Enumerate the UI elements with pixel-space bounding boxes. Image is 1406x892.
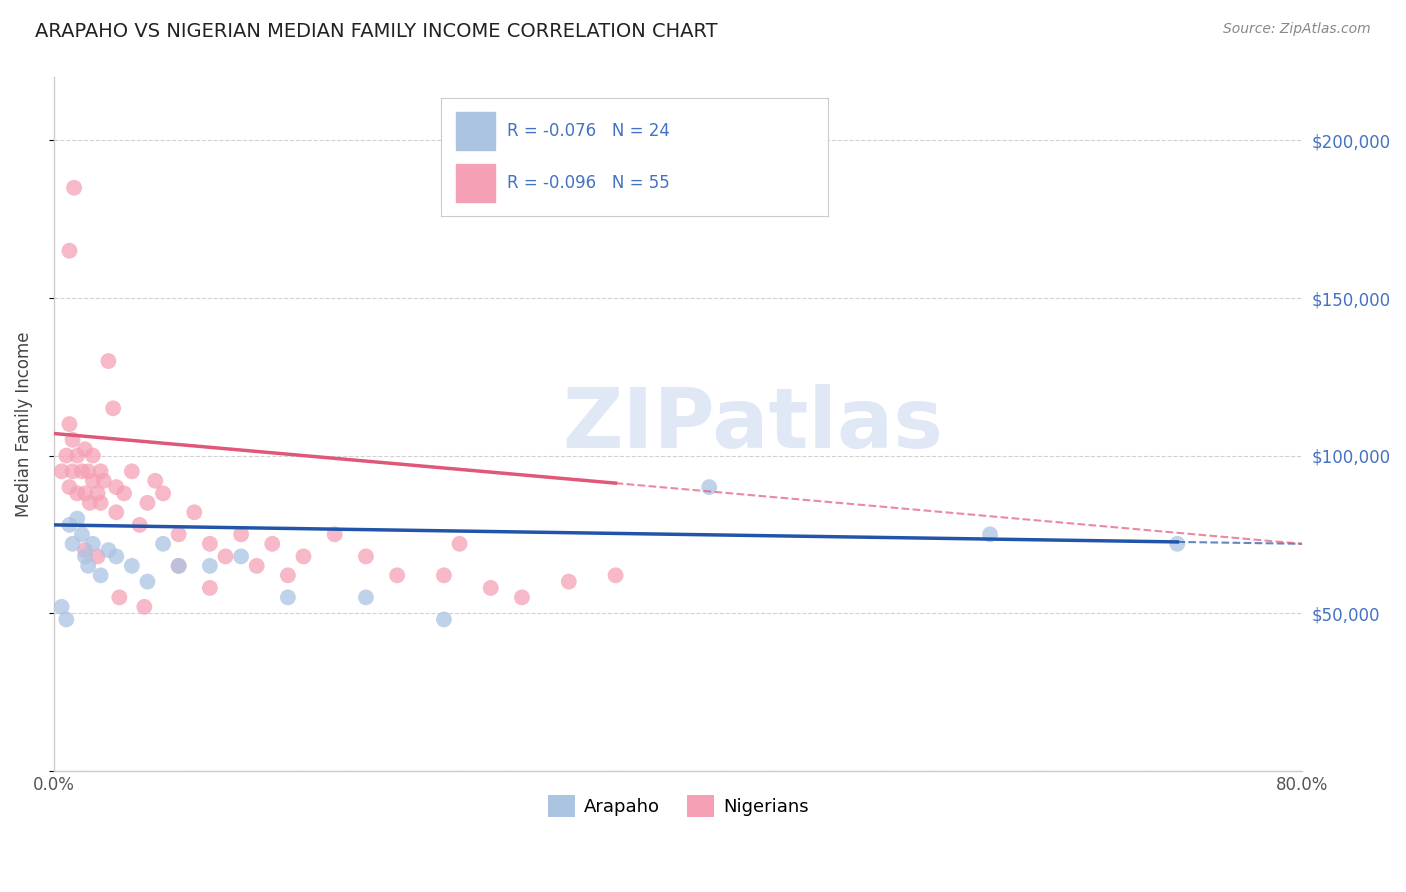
Point [152,486,174,500]
Point [229,527,252,541]
Point [433,568,456,582]
Point [134,599,156,614]
Point [90,496,112,510]
Point [86,549,108,564]
Point [167,558,190,573]
Point [167,558,190,573]
Y-axis label: Median Family Income: Median Family Income [15,331,32,516]
Point [58,480,80,494]
Point [77,464,100,478]
Point [136,574,159,589]
Point [433,612,456,626]
Point [58,417,80,431]
Point [277,568,299,582]
Point [354,591,377,605]
Point [198,537,221,551]
Point [70,464,93,478]
Point [229,549,252,564]
Point [152,537,174,551]
Legend: Arapaho, Nigerians: Arapaho, Nigerians [540,788,815,824]
Text: ARAPAHO VS NIGERIAN MEDIAN FAMILY INCOME CORRELATION CHART: ARAPAHO VS NIGERIAN MEDIAN FAMILY INCOME… [35,22,718,41]
Point [198,581,221,595]
Point [97,354,120,368]
Point [198,558,221,573]
Point [62,464,84,478]
Point [90,568,112,582]
Point [51,464,73,478]
Point [66,449,89,463]
Point [605,568,627,582]
Point [183,505,205,519]
Point [73,549,96,564]
Point [292,549,315,564]
Point [121,558,143,573]
Point [97,543,120,558]
Point [58,517,80,532]
Point [246,558,269,573]
Point [101,401,124,416]
Point [82,449,104,463]
Point [277,591,299,605]
Point [479,581,502,595]
Point [70,527,93,541]
Text: ZIPatlas: ZIPatlas [562,384,943,465]
Point [73,442,96,457]
Point [128,517,150,532]
Point [979,527,1001,541]
Point [449,537,471,551]
Point [51,599,73,614]
Point [58,244,80,258]
Point [73,543,96,558]
Point [167,527,190,541]
Text: Source: ZipAtlas.com: Source: ZipAtlas.com [1223,22,1371,37]
Point [121,464,143,478]
Point [82,537,104,551]
Point [1166,537,1188,551]
Point [77,558,100,573]
Point [385,568,408,582]
Point [697,480,720,494]
Point [105,480,128,494]
Point [66,486,89,500]
Point [55,449,77,463]
Point [66,511,89,525]
Point [136,496,159,510]
Point [62,537,84,551]
Point [262,537,284,551]
Point [105,505,128,519]
Point [112,486,135,500]
Point [105,549,128,564]
Point [93,474,115,488]
Point [73,486,96,500]
Point [82,474,104,488]
Point [558,574,581,589]
Point [86,486,108,500]
Point [108,591,131,605]
Point [62,433,84,447]
Point [90,464,112,478]
Point [354,549,377,564]
Point [323,527,346,541]
Point [63,180,86,194]
Point [214,549,236,564]
Point [143,474,166,488]
Point [79,496,101,510]
Point [55,612,77,626]
Point [510,591,533,605]
